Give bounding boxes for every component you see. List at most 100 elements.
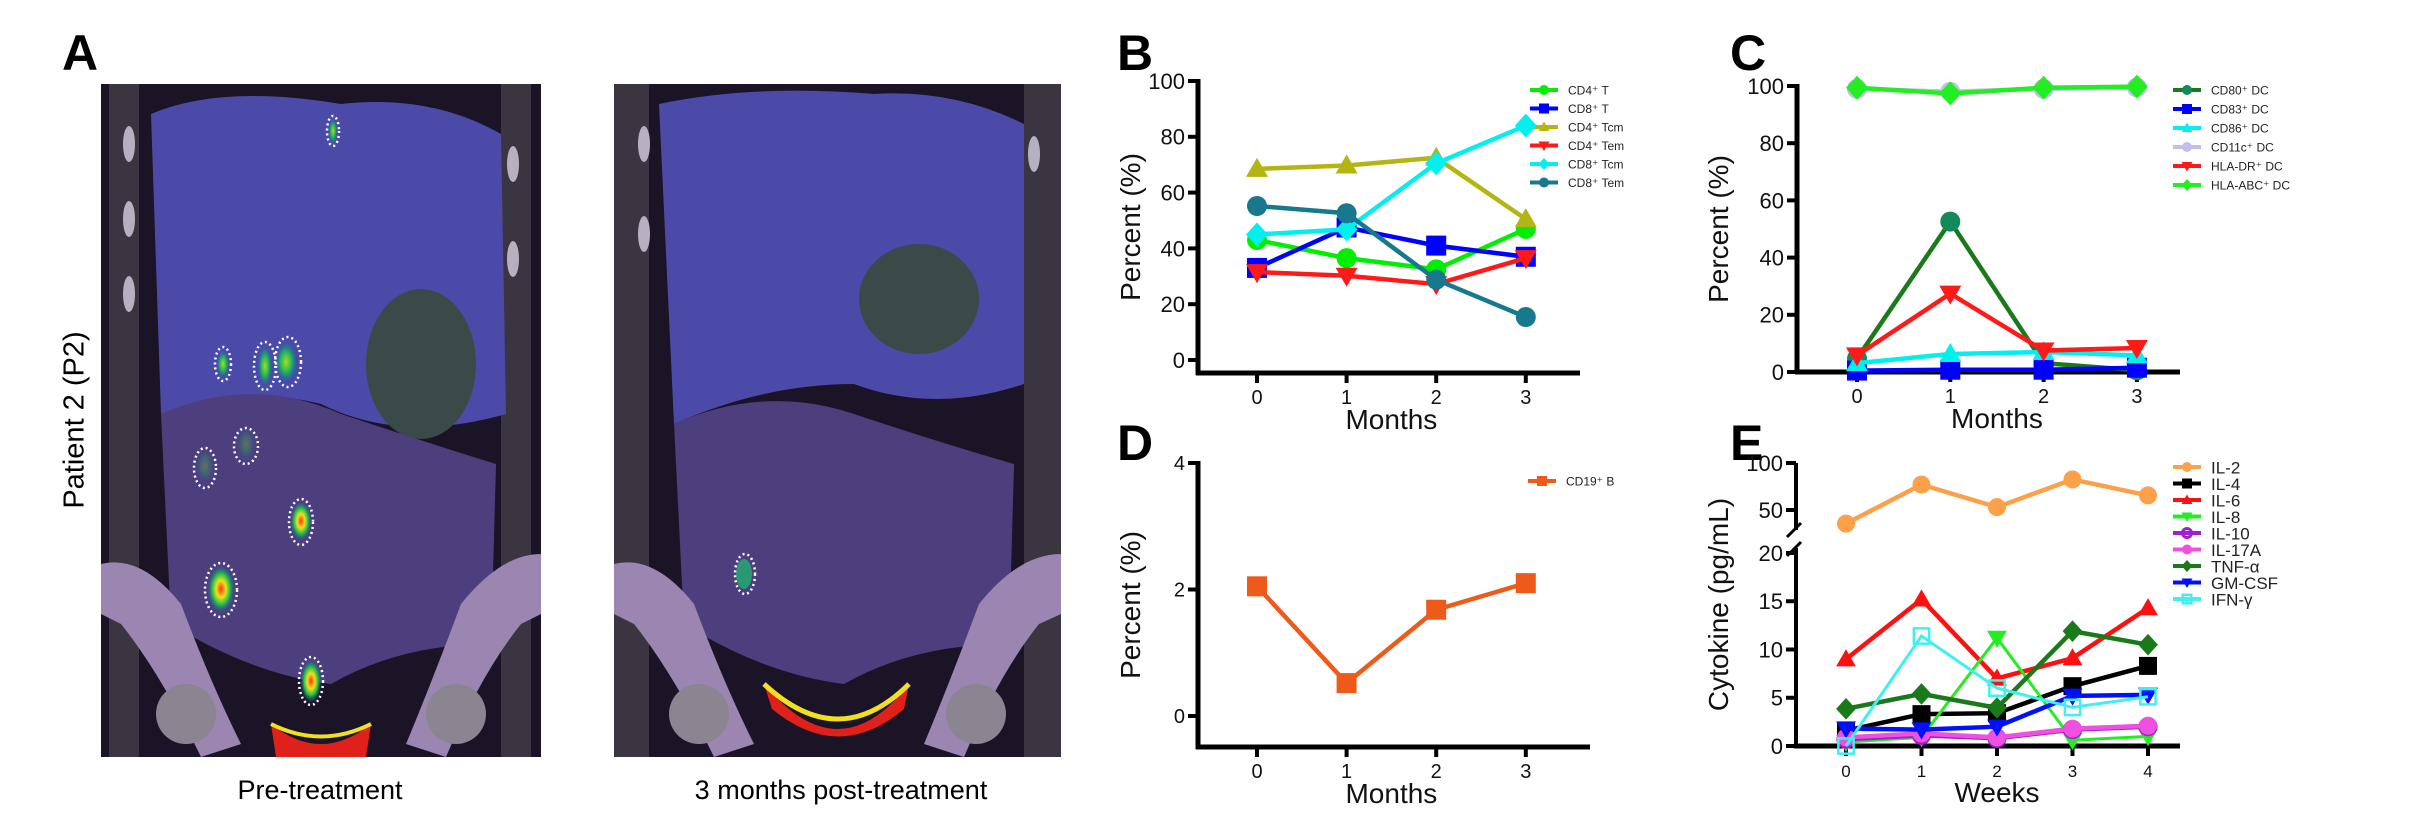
series-line xyxy=(1856,84,2137,96)
legend-marker xyxy=(1539,103,1549,114)
chart-d: 0 2 4 0 1 2 3 Months Percent (%) CD19⁺ B xyxy=(1115,453,1614,809)
chart-c: 0 20 40 60 80 100 0 1 2 3 Months Percent (%) CD80⁺ D… xyxy=(1703,74,2290,434)
x-tick-label: 1 xyxy=(1341,761,1352,783)
x-tick-label: 1 xyxy=(1917,762,1926,781)
data-point xyxy=(1911,722,1932,740)
data-point xyxy=(1425,151,1448,176)
series-line xyxy=(1856,365,2137,373)
axes-c: 0 20 40 60 80 100 0 1 2 3 Months Percent (%) xyxy=(1703,74,2180,434)
legend-marker xyxy=(2181,512,2193,522)
data-point xyxy=(1836,721,1856,739)
legend-item: CD4⁺ Tcm xyxy=(1530,121,1623,135)
x-tick-label: 4 xyxy=(2143,762,2152,781)
legend-item: CD11c⁺ DC xyxy=(2173,141,2274,155)
series-cd19-b xyxy=(1247,573,1536,694)
data-point xyxy=(2063,698,2082,717)
data-point xyxy=(1940,359,1961,380)
y-tick-label: 60 xyxy=(1760,188,1784,213)
legend-item: IL-10 xyxy=(2173,524,2250,543)
pet-ct-pre-image xyxy=(101,84,541,757)
y-tick-label: 100 xyxy=(1148,69,1185,94)
legend-label: GM-CSF xyxy=(2211,574,2278,593)
data-point xyxy=(1846,347,1868,367)
y-tick-label: 0 xyxy=(1772,360,1784,385)
data-point xyxy=(2062,620,2083,642)
legend-label: CD11c⁺ DC xyxy=(2211,141,2274,155)
y-tick-label: 2 xyxy=(1174,580,1185,602)
legend-item: IFN-γ xyxy=(2173,590,2253,609)
chart-e: 0 5 10 15 20 50 100 0 1 2 3 4 Weeks Cytokine (pg/mL) I… xyxy=(1703,451,2278,808)
y-tick-label: 100 xyxy=(1747,74,1784,99)
data-point xyxy=(2138,633,2158,656)
legend-label: HLA-ABC⁺ DC xyxy=(2211,179,2290,193)
series-tnf- xyxy=(1836,620,2158,720)
data-point xyxy=(1426,235,1447,256)
legend-label: CD80⁺ DC xyxy=(2211,84,2269,98)
data-point xyxy=(1988,728,2006,747)
legend-label: CD83⁺ DC xyxy=(2211,103,2269,117)
legend-item: CD83⁺ DC xyxy=(2173,103,2269,117)
series-hla-dr-dc xyxy=(1846,285,2148,367)
series-line xyxy=(1256,225,1527,270)
data-point xyxy=(1837,737,1855,755)
caption-pre-treatment: Pre-treatment xyxy=(237,775,403,805)
legend-marker xyxy=(2182,104,2192,114)
data-point xyxy=(1247,195,1267,216)
data-point xyxy=(1247,576,1267,597)
legend-item: IL-17A xyxy=(2173,541,2262,560)
series-line xyxy=(1856,349,2137,366)
data-point xyxy=(1335,267,1358,287)
series-hla-abc-dc xyxy=(1846,74,2148,106)
x-axis-title: Months xyxy=(1345,404,1437,435)
legend-item: IL-6 xyxy=(2173,491,2240,510)
data-point xyxy=(2063,719,2082,738)
y-tick-label: 20 xyxy=(1759,541,1783,566)
caption-post-treatment: 3 months post-treatment xyxy=(694,775,988,805)
data-point xyxy=(1988,498,2006,517)
legend-item: CD19⁺ B xyxy=(1528,475,1614,489)
series-cd8-tcm xyxy=(1246,113,1537,247)
legend-label: TNF-α xyxy=(2211,557,2260,576)
y-axis-title: Percent (%) xyxy=(1115,531,1146,679)
legend-marker xyxy=(2181,560,2193,572)
y-tick-label: 100 xyxy=(1746,451,1783,476)
legend-label: IL-4 xyxy=(2211,475,2240,494)
legend-marker xyxy=(2181,122,2193,132)
axes-b: 0 20 40 60 80 100 0 1 2 3 Months Percent (%) xyxy=(1115,69,1580,435)
legend-label: CD4⁺ T xyxy=(1568,84,1609,98)
panel-label-d: D xyxy=(1117,415,1154,471)
x-tick-label: 0 xyxy=(1851,386,1862,408)
data-point xyxy=(1988,679,2006,698)
data-point xyxy=(1940,211,1961,232)
y-tick-label: 15 xyxy=(1759,589,1783,614)
x-tick-label: 0 xyxy=(1251,761,1262,783)
legend-marker xyxy=(2181,494,2193,504)
legend-item: CD4⁺ Tem xyxy=(1530,139,1624,153)
legend-marker xyxy=(2182,544,2192,555)
data-point xyxy=(1987,697,2007,719)
legend-label: CD86⁺ DC xyxy=(2211,122,2269,136)
x-tick-label: 2 xyxy=(1431,761,1442,783)
panel-label-b: B xyxy=(1117,25,1154,81)
x-axis-title: Months xyxy=(1345,778,1437,809)
legend-marker xyxy=(1538,121,1550,131)
legend-label: CD8⁺ Tcm xyxy=(1568,158,1623,172)
legend-marker xyxy=(2181,593,2193,605)
data-point xyxy=(2138,687,2158,705)
series-line xyxy=(1256,256,1527,287)
y-tick-label: 60 xyxy=(1161,181,1185,206)
legend-item: CD8⁺ T xyxy=(1530,102,1609,116)
legend-marker xyxy=(2182,478,2192,489)
legend-label: IL-10 xyxy=(2211,524,2250,543)
pet-ct-scan-pre xyxy=(101,84,541,757)
series-il-2 xyxy=(1837,470,2157,533)
x-tick-label: 1 xyxy=(1341,387,1352,409)
x-tick-label: 0 xyxy=(1251,387,1262,409)
chart-b: 0 20 40 60 80 100 0 1 2 3 Months Percent (%) CD4⁺ T C… xyxy=(1115,69,1624,435)
legend-marker xyxy=(2181,527,2193,539)
data-point xyxy=(1514,208,1537,228)
y-tick-label: 80 xyxy=(1161,125,1185,150)
legend-marker xyxy=(2182,462,2192,472)
legend-item: HLA-ABC⁺ DC xyxy=(2173,179,2290,193)
